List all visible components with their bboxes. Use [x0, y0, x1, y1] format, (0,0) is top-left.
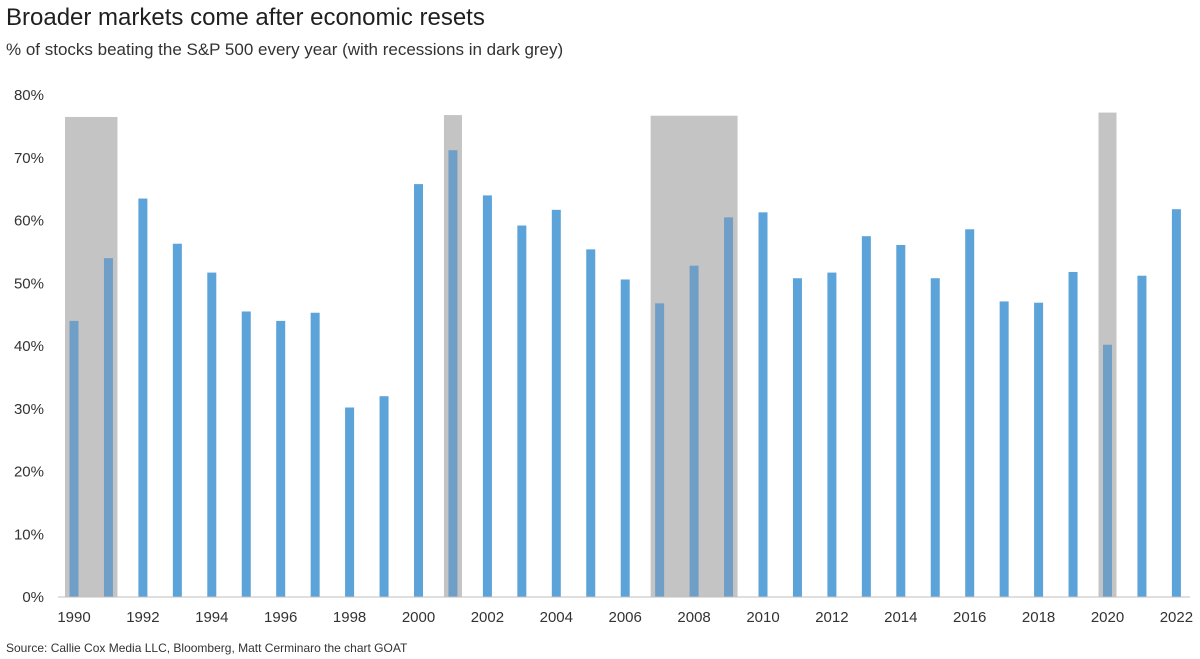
bar-1996	[276, 320, 286, 597]
bar-1991	[103, 258, 113, 597]
bars-group	[69, 150, 1181, 598]
bar-2010	[758, 212, 768, 597]
x-tick-label: 2018	[1022, 609, 1055, 626]
x-tick-label: 2004	[540, 609, 573, 626]
x-tick-label: 2006	[609, 609, 642, 626]
bar-1998	[345, 407, 355, 597]
bar-2009	[724, 217, 734, 598]
y-tick-label: 80%	[14, 87, 44, 104]
y-tick-label: 70%	[14, 150, 44, 167]
bar-2008	[689, 265, 699, 597]
bar-2006	[620, 279, 630, 597]
bar-2012	[827, 272, 837, 597]
bar-1992	[138, 198, 148, 597]
bar-2015	[930, 278, 940, 597]
bar-2005	[586, 249, 596, 598]
y-tick-label: 50%	[14, 275, 44, 292]
y-tick-label: 30%	[14, 401, 44, 418]
y-tick-label: 0%	[22, 589, 44, 606]
bar-2021	[1137, 275, 1147, 597]
x-tick-label: 2012	[815, 609, 848, 626]
x-tick-label: 2010	[746, 609, 779, 626]
bar-1995	[241, 311, 251, 597]
bar-2018	[1034, 302, 1044, 597]
chart-subtitle: % of stocks beating the S&P 500 every ye…	[6, 40, 564, 59]
x-tick-label: 1992	[126, 609, 159, 626]
bar-2011	[792, 278, 802, 597]
x-tick-label: 2016	[953, 609, 986, 626]
bar-2001	[448, 150, 458, 597]
y-tick-label: 20%	[14, 464, 44, 481]
x-tick-label: 2014	[884, 609, 917, 626]
x-tick-label: 1994	[195, 609, 228, 626]
bar-1994	[207, 272, 217, 597]
bar-2007	[655, 303, 665, 597]
bar-2004	[551, 209, 561, 597]
y-tick-label: 60%	[14, 213, 44, 230]
x-tick-label: 1990	[57, 609, 90, 626]
x-tick-label: 1996	[264, 609, 297, 626]
source-note: Source: Callie Cox Media LLC, Bloomberg,…	[6, 641, 408, 655]
y-tick-label: 10%	[14, 526, 44, 543]
bar-2020	[1103, 344, 1112, 597]
bar-2014	[896, 244, 906, 597]
chart-title: Broader markets come after economic rese…	[6, 4, 485, 31]
bar-2003	[517, 225, 527, 597]
bar-2019	[1068, 271, 1078, 597]
bar-2013	[861, 236, 871, 597]
x-tick-label: 2000	[402, 609, 435, 626]
bar-2000	[414, 184, 423, 598]
bar-1990	[69, 320, 79, 597]
axes-group: 0% 10% 20% 30% 40% 50% 60% 70% 80% 1990 1992 1994 19…	[14, 87, 1193, 626]
x-tick-label: 2022	[1160, 609, 1193, 626]
x-tick-label: 2002	[471, 609, 504, 626]
bar-2016	[965, 229, 975, 597]
y-tick-label: 40%	[14, 338, 44, 355]
x-tick-label: 1998	[333, 609, 366, 626]
x-tick-label: 2008	[677, 609, 710, 626]
bar-1999	[379, 396, 389, 597]
bar-2002	[482, 195, 492, 597]
x-tick-label: 2020	[1091, 609, 1124, 626]
bar-2017	[999, 301, 1009, 597]
bar-1997	[310, 312, 320, 597]
bar-2022	[1171, 209, 1181, 597]
bar-1993	[172, 243, 182, 597]
